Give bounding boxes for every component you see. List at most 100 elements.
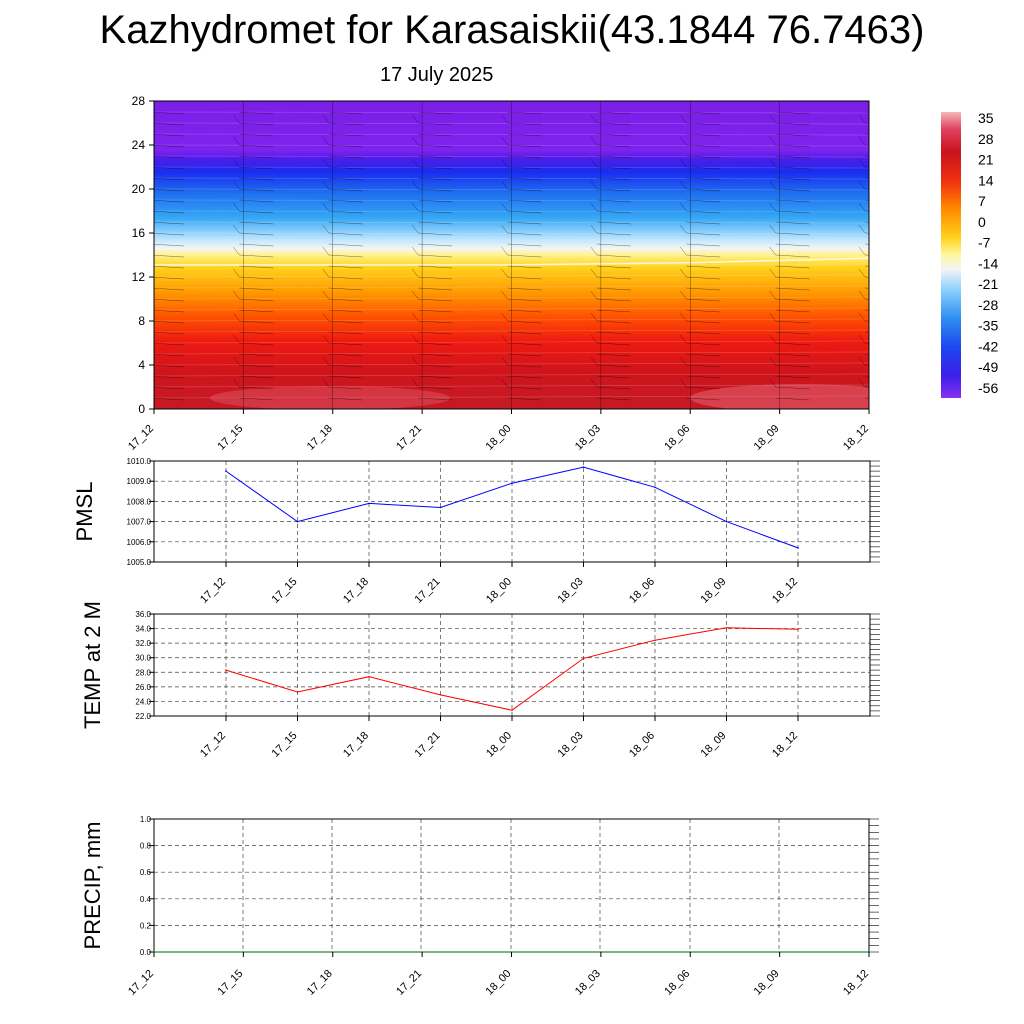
pmsl-series-line [225,466,799,549]
colorbar-label: 14 [978,172,994,188]
y-tick-label: 0.4 [140,895,152,904]
x-tick-label: 17_15 [270,576,300,606]
wind-barb-column [411,101,453,409]
x-tick-label: 18_03 [573,423,603,453]
y-tick-label: 22.0 [135,712,151,721]
x-tick-label: 18_06 [662,423,692,453]
colorbar-label: -14 [978,255,998,271]
colorbar-label: -56 [978,380,998,396]
x-tick-label: 17_12 [126,423,156,453]
pmsl-data-point [439,506,442,509]
x-tick-label: 18_09 [699,576,729,606]
wind-barb-column [680,101,721,409]
colorbar-label: -49 [978,359,998,375]
x-tick-label: 17_18 [341,576,371,606]
y-tick-label: 30.0 [135,654,151,663]
chart-subtitle: 17 July 2025 [380,64,494,86]
y-tick-label: 28 [132,94,146,108]
x-tick-label: 18_03 [556,730,586,760]
wind-barb-column [501,101,542,409]
colorbar-label: -28 [978,297,998,313]
temp-2m-data-point [654,639,656,642]
temp-2m-data-point [511,709,513,711]
y-tick-label: 1007.0 [127,518,152,527]
y-tick-label: 36.0 [135,610,151,619]
y-tick-label: 16 [132,226,146,240]
colorbar [941,112,961,398]
temp-2m-data-point [296,691,299,693]
pmsl-data-point [296,520,299,523]
colorbar-label: 28 [978,131,994,147]
y-tick-label: 0.2 [140,921,152,930]
temp-2m-data-point [225,669,227,671]
colorbar-label: -7 [978,235,991,251]
y-tick-label: 0.0 [140,948,152,957]
x-tick-label: 17_12 [126,968,156,998]
x-tick-label: 18_00 [484,576,514,606]
x-tick-label: 18_00 [484,968,514,998]
y-tick-label: 26.0 [135,683,151,692]
y-tick-label: 1009.0 [127,477,152,486]
x-tick-label: 17_12 [198,730,228,760]
pmsl-data-point [511,482,513,485]
y-tick-label: 20 [132,182,146,196]
colorbar-label: 35 [978,110,994,126]
temp-2m-data-point [582,657,585,660]
colorbar-label: -35 [978,318,998,334]
precip-panel: 0.0 0.2 0.4 0.6 0.8 1.0 17_12 17_15 17_18 17_21 18… [80,815,879,998]
y-tick-label: 8 [138,314,145,328]
y-tick-label: 24.0 [135,697,151,706]
x-tick-label: 18_00 [484,730,514,760]
x-tick-label: 17_15 [270,730,300,760]
y-tick-label: 4 [138,358,145,372]
y-tick-label: 32.0 [135,639,151,648]
pmsl-data-point [225,470,227,472]
temp-2m-series-line [225,627,799,711]
colorbar-label: 0 [978,214,986,230]
y-tick-label: 1008.0 [127,497,152,506]
x-tick-label: 17_18 [305,968,335,998]
x-tick-label: 18_09 [752,423,782,453]
x-tick-label: 17_18 [341,730,371,760]
cross-section-panel: 0 4 8 12 16 20 24 28 17_12 17_15 17_18 17_21 18_00 18… [126,94,998,453]
x-tick-label: 18_09 [752,968,782,998]
pmsl-y-axis-title: PMSL [72,482,97,542]
y-tick-label: 12 [132,270,146,284]
pmsl-data-point [368,502,370,505]
wind-barb-column [590,101,631,409]
precip-frame [153,818,870,953]
x-tick-label: 18_12 [841,968,871,998]
y-tick-label: 34.0 [135,625,151,634]
x-tick-label: 17_21 [394,968,424,998]
x-tick-label: 18_12 [770,576,800,606]
x-tick-label: 18_03 [556,576,586,606]
x-tick-label: 17_21 [413,576,443,606]
wind-barb-column [769,101,810,409]
temp-2m-data-point [368,675,370,678]
y-tick-label: 1.0 [140,815,152,824]
wind-barb-column [858,101,869,409]
colorbar-label: -42 [978,338,998,354]
x-tick-label: 17_12 [198,576,228,606]
x-tick-label: 17_15 [215,968,245,998]
temp-2m-data-point [439,694,442,696]
x-tick-label: 17_15 [215,423,245,453]
pmsl-data-point [797,547,799,549]
x-tick-label: 17_18 [305,423,335,453]
x-tick-label: 18_00 [484,423,514,453]
chart-title: Kazhydromet for Karasaiskii(43.1844 76.7… [99,8,925,52]
x-tick-label: 17_21 [413,730,443,760]
y-tick-label: 1005.0 [127,558,152,567]
wind-barb-column [322,101,363,409]
x-tick-label: 18_03 [573,968,603,998]
colorbar-label: -21 [978,276,998,292]
x-tick-label: 18_06 [627,576,657,606]
y-tick-label: 0 [138,402,145,416]
y-tick-label: 1006.0 [127,538,152,547]
y-tick-label: 0.8 [140,842,152,851]
x-tick-label: 18_06 [662,968,692,998]
x-tick-label: 17_21 [394,423,424,453]
temp-2m-y-axis-title: TEMP at 2 M [80,601,105,729]
colorbar-label: 7 [978,193,986,209]
